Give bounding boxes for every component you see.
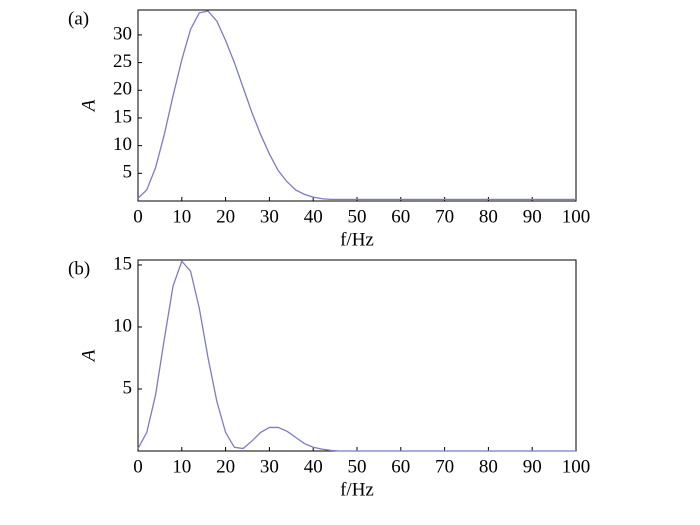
x-tick-label: 80	[479, 456, 498, 477]
x-tick-label: 60	[391, 456, 410, 477]
plot-frame	[137, 9, 577, 202]
y-tick-label: 25	[113, 51, 132, 72]
x-tick-label: 80	[479, 206, 498, 227]
x-tick-label: 90	[523, 206, 542, 227]
y-tick-label: 10	[113, 134, 132, 155]
y-axis-label: A	[78, 349, 99, 363]
x-tick-label: 0	[133, 206, 143, 227]
x-tick-label: 20	[216, 206, 235, 227]
data-line	[137, 259, 576, 452]
y-tick-label: 20	[113, 79, 132, 100]
x-tick-label: 100	[562, 206, 591, 227]
x-tick-label: 70	[435, 456, 454, 477]
x-tick-label: 40	[304, 456, 323, 477]
x-tick-label: 10	[172, 206, 191, 227]
panel-label: (b)	[68, 258, 90, 279]
x-tick-label: 30	[260, 206, 279, 227]
y-tick-label: 15	[113, 106, 132, 127]
x-tick-label: 40	[304, 206, 323, 227]
x-tick-label: 30	[260, 456, 279, 477]
x-tick-label: 90	[523, 456, 542, 477]
y-tick-label: 5	[123, 377, 133, 398]
x-tick-label: 0	[133, 456, 143, 477]
x-tick-label: 60	[391, 206, 410, 227]
y-tick-label: 5	[123, 162, 133, 183]
y-tick-label: 10	[113, 315, 132, 336]
plot-frame	[137, 259, 577, 452]
data-line	[137, 10, 576, 200]
x-tick-label: 50	[348, 456, 367, 477]
x-tick-label: 50	[348, 206, 367, 227]
x-tick-label: 70	[435, 206, 454, 227]
y-axis-label: A	[78, 99, 99, 113]
x-tick-label: 100	[562, 456, 591, 477]
x-axis-label: f/Hz	[340, 479, 374, 500]
y-tick-label: 30	[113, 23, 132, 44]
y-tick-label: 15	[113, 253, 132, 274]
x-tick-label: 10	[172, 456, 191, 477]
panel-label: (a)	[68, 8, 89, 29]
x-tick-label: 20	[216, 456, 235, 477]
x-axis-label: f/Hz	[340, 229, 374, 250]
